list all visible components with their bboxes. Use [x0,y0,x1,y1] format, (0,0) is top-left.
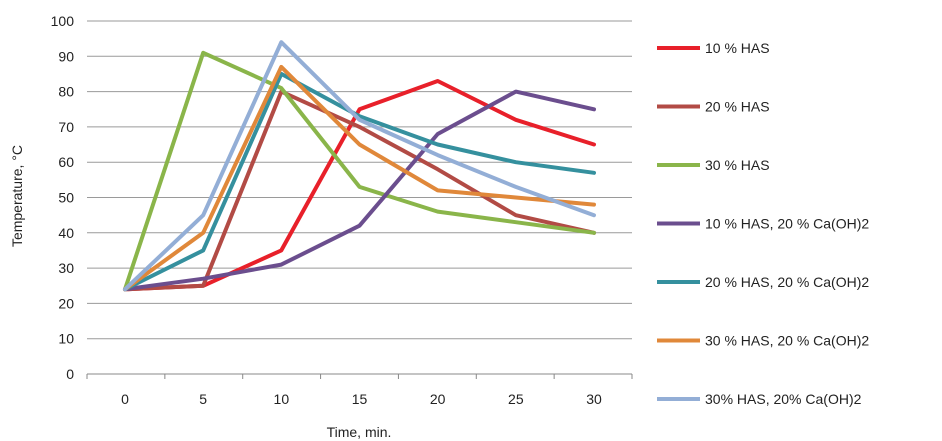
series-line-2 [123,89,596,292]
series-line-4 [123,89,596,292]
y-tick-label: 100 [51,13,75,29]
y-tick-label: 10 [58,331,74,347]
y-axis-title: Temperature, °C [9,145,25,247]
legend-label: 30 % HAS, 20 % Ca(OH)2 [705,333,869,349]
x-tick-label: 5 [199,391,207,407]
y-tick-label: 90 [58,48,74,64]
y-tick-label: 80 [58,84,74,100]
legend-label: 20 % HAS, 20 % Ca(OH)2 [705,274,869,290]
y-tick-label: 60 [58,154,74,170]
legend-label: 30% HAS, 20% Ca(OH)2 [705,391,862,407]
x-tick-marks [86,374,633,379]
y-tick-label: 70 [58,119,74,135]
series-line-3 [123,50,596,292]
y-tick-label: 30 [58,260,74,276]
gridlines [87,20,632,340]
x-tick-label: 25 [508,391,524,407]
x-tick-labels: 0 5 10 15 20 25 30 [121,391,602,407]
y-tick-label: 50 [58,190,74,206]
x-tick-label: 10 [274,391,290,407]
x-tick-label: 20 [430,391,446,407]
series-line-5 [123,71,596,292]
y-tick-label: 40 [58,225,74,241]
legend: 10 % HAS 20 % HAS 30 % HAS 10 % HAS, 20 % C… [657,40,869,407]
x-tick-label: 0 [121,391,129,407]
y-tick-label: 0 [66,366,74,382]
x-axis-title: Time, min. [327,424,392,440]
series-line-6 [123,64,596,292]
legend-label: 20 % HAS [705,99,770,115]
legend-label: 10 % HAS, 20 % Ca(OH)2 [705,216,869,232]
y-tick-labels: 0 10 20 30 40 50 60 70 80 90 100 [51,13,75,382]
x-tick-label: 30 [586,391,602,407]
x-tick-label: 15 [352,391,368,407]
legend-label: 10 % HAS [705,40,770,56]
series-lines [123,40,596,292]
legend-label: 30 % HAS [705,157,770,173]
series-line-7 [123,40,596,292]
y-tick-label: 20 [58,295,74,311]
